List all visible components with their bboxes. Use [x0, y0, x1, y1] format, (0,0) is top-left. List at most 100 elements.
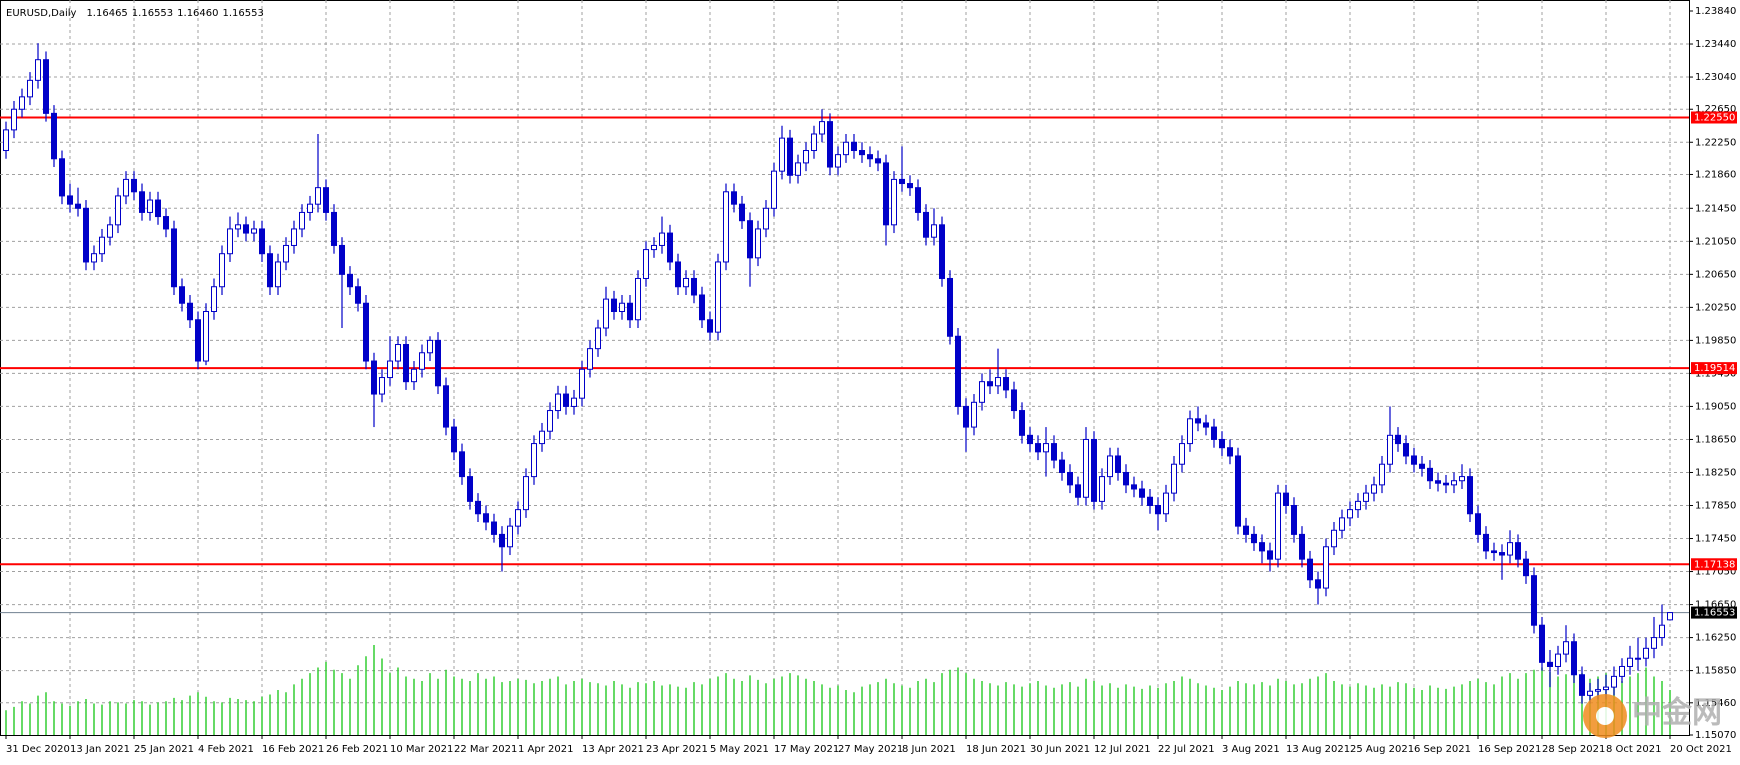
candle-body	[611, 298, 617, 312]
candle-body	[947, 277, 953, 337]
candle-body	[1555, 653, 1561, 667]
x-tick-label: 13 Aug 2021	[1286, 744, 1350, 755]
candle-body	[931, 224, 937, 238]
level-label: 1.22550	[1694, 112, 1735, 123]
candle-body	[507, 525, 513, 548]
candle-body	[163, 216, 169, 230]
candle-body	[411, 368, 417, 383]
x-tick-label: 17 May 2021	[774, 744, 839, 755]
candle-body	[515, 509, 521, 527]
candle-body	[1659, 624, 1665, 639]
candle-body	[1443, 482, 1449, 486]
candle-body	[491, 521, 497, 535]
candle-body	[1635, 657, 1641, 660]
candle-body	[451, 426, 457, 453]
candle-body	[1203, 422, 1209, 428]
candle-body	[1627, 657, 1633, 667]
candle-body	[67, 195, 73, 205]
candle-body	[339, 244, 345, 275]
candle-body	[347, 273, 353, 288]
candle-body	[715, 261, 721, 333]
candle-body	[859, 150, 865, 156]
level-box	[1691, 111, 1737, 124]
candle-body	[75, 203, 81, 209]
candle-body	[195, 319, 201, 362]
x-tick-label: 3 Aug 2021	[1222, 744, 1280, 755]
candle-body	[115, 195, 121, 226]
candle-body	[779, 137, 785, 172]
y-tick-label: 1.22250	[1695, 137, 1736, 148]
candle-body	[1339, 517, 1345, 531]
candle-body	[1083, 438, 1089, 498]
low-value: 1.16460	[177, 8, 218, 19]
candle-body	[11, 108, 17, 131]
candle-body	[1451, 480, 1457, 486]
y-tick-label: 1.17050	[1695, 567, 1736, 578]
y-tick-label: 1.19050	[1695, 401, 1736, 412]
candle-body	[107, 224, 113, 238]
y-tick-label: 1.19850	[1695, 335, 1736, 346]
candle-body	[907, 183, 913, 189]
y-tick-label: 1.18650	[1695, 434, 1736, 445]
candle-body	[251, 228, 257, 234]
candle-body	[1059, 459, 1065, 473]
candle-body	[675, 261, 681, 288]
candle-body	[787, 137, 793, 176]
candle-body	[243, 224, 249, 234]
watermark: 中金网	[1583, 694, 1722, 738]
candle-body	[427, 339, 433, 354]
y-tick-label: 1.21450	[1695, 203, 1736, 214]
candle-body	[803, 150, 809, 164]
candle-body	[1171, 463, 1177, 494]
candle-body	[1219, 438, 1225, 449]
candle-body	[227, 228, 233, 255]
candle-body	[1299, 533, 1305, 560]
candle-body	[435, 339, 441, 387]
candle-body	[291, 228, 297, 246]
candle-body	[587, 348, 593, 370]
candle-body	[979, 381, 985, 403]
candle-body	[963, 405, 969, 428]
candle-body	[1043, 443, 1049, 453]
candle-body	[331, 211, 337, 246]
candle-body	[867, 154, 873, 160]
x-tick-label: 27 May 2021	[838, 744, 903, 755]
candle-body	[483, 513, 489, 523]
level-label: 1.17138	[1694, 559, 1735, 570]
candle-body	[1531, 575, 1537, 626]
y-tick-label: 1.15070	[1695, 730, 1736, 741]
y-tick-label: 1.23040	[1695, 72, 1736, 83]
candle-body	[1211, 426, 1217, 440]
candle-body	[307, 203, 313, 213]
candle-body	[891, 178, 897, 226]
candles	[3, 43, 1673, 704]
candle-body	[323, 187, 329, 213]
x-tick-label: 20 Oct 2021	[1670, 744, 1732, 755]
level-box	[1691, 362, 1737, 375]
candle-body	[1523, 558, 1529, 577]
candle-body	[771, 170, 777, 209]
level-box	[1691, 558, 1737, 571]
x-tick-label: 13 Apr 2021	[582, 744, 644, 755]
candle-body	[147, 199, 153, 213]
candle-body	[35, 59, 41, 81]
y-tick-label: 1.17450	[1695, 534, 1736, 545]
y-tick-label: 1.21050	[1695, 236, 1736, 247]
candle-body	[523, 476, 529, 511]
candle-body	[1051, 443, 1057, 461]
candle-body	[27, 79, 33, 98]
x-tick-label: 31 Dec 2020	[6, 744, 70, 755]
candle-body	[707, 319, 713, 333]
y-tick-label: 1.15460	[1695, 698, 1736, 709]
candle-body	[1411, 455, 1417, 465]
candle-body	[667, 232, 673, 263]
x-tick-label: 13 Jan 2021	[70, 744, 130, 755]
candle-body	[99, 236, 105, 255]
y-tick-label: 1.23840	[1695, 6, 1736, 17]
y-tick-label: 1.17850	[1695, 500, 1736, 511]
y-tick-label: 1.20650	[1695, 269, 1736, 280]
candle-body	[1419, 463, 1425, 469]
candle-body	[1163, 492, 1169, 515]
candle-body	[1379, 463, 1385, 486]
